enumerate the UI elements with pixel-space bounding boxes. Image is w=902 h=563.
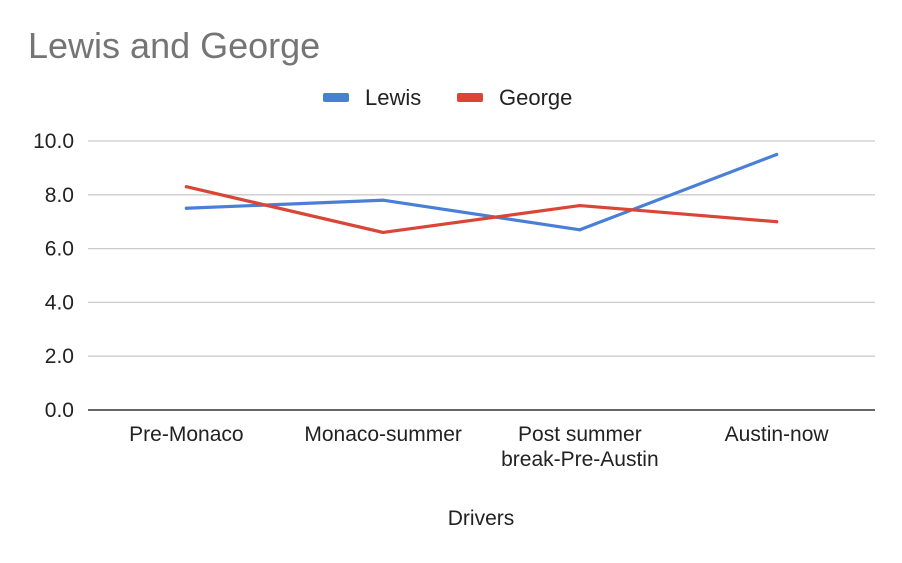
y-tick-label: 4.0 bbox=[45, 291, 74, 314]
x-axis-title: Drivers bbox=[448, 507, 515, 530]
x-tick-label: Post summer bbox=[518, 423, 642, 446]
data-point-george bbox=[775, 220, 779, 224]
legend-label-lewis: Lewis bbox=[365, 85, 421, 110]
data-point-george bbox=[184, 185, 188, 189]
data-point-lewis bbox=[775, 152, 779, 157]
data-point-lewis bbox=[184, 206, 188, 210]
data-point-lewis bbox=[381, 198, 385, 202]
series-line-george bbox=[184, 185, 779, 235]
x-tick-label: break-Pre-Austin bbox=[501, 448, 659, 471]
series-group bbox=[184, 152, 779, 235]
data-point-george bbox=[578, 203, 582, 208]
x-tick-label: Austin-now bbox=[725, 423, 830, 446]
grid bbox=[88, 140, 875, 411]
y-axis-ticks: 0.0 2.0 4.0 6.0 8.0 10.0 bbox=[33, 130, 74, 422]
x-tick-label: Pre-Monaco bbox=[129, 423, 243, 446]
data-point-george bbox=[381, 230, 385, 235]
y-tick-label: 2.0 bbox=[45, 345, 74, 368]
data-point-lewis bbox=[578, 228, 582, 232]
legend-label-george: George bbox=[499, 85, 572, 110]
x-tick-label: Monaco-summer bbox=[304, 423, 462, 446]
x-axis-ticks: Pre-Monaco Monaco-summer Post summerbreak-… bbox=[129, 423, 829, 471]
y-tick-label: 6.0 bbox=[45, 238, 74, 261]
y-tick-label: 10.0 bbox=[33, 130, 74, 153]
y-tick-label: 0.0 bbox=[45, 399, 74, 422]
y-tick-label: 8.0 bbox=[45, 184, 74, 207]
legend-swatch-lewis bbox=[323, 93, 349, 102]
series-line-lewis bbox=[184, 152, 779, 232]
legend: Lewis George bbox=[323, 85, 572, 110]
chart-title: Lewis and George bbox=[28, 25, 320, 66]
legend-swatch-george bbox=[457, 93, 483, 102]
